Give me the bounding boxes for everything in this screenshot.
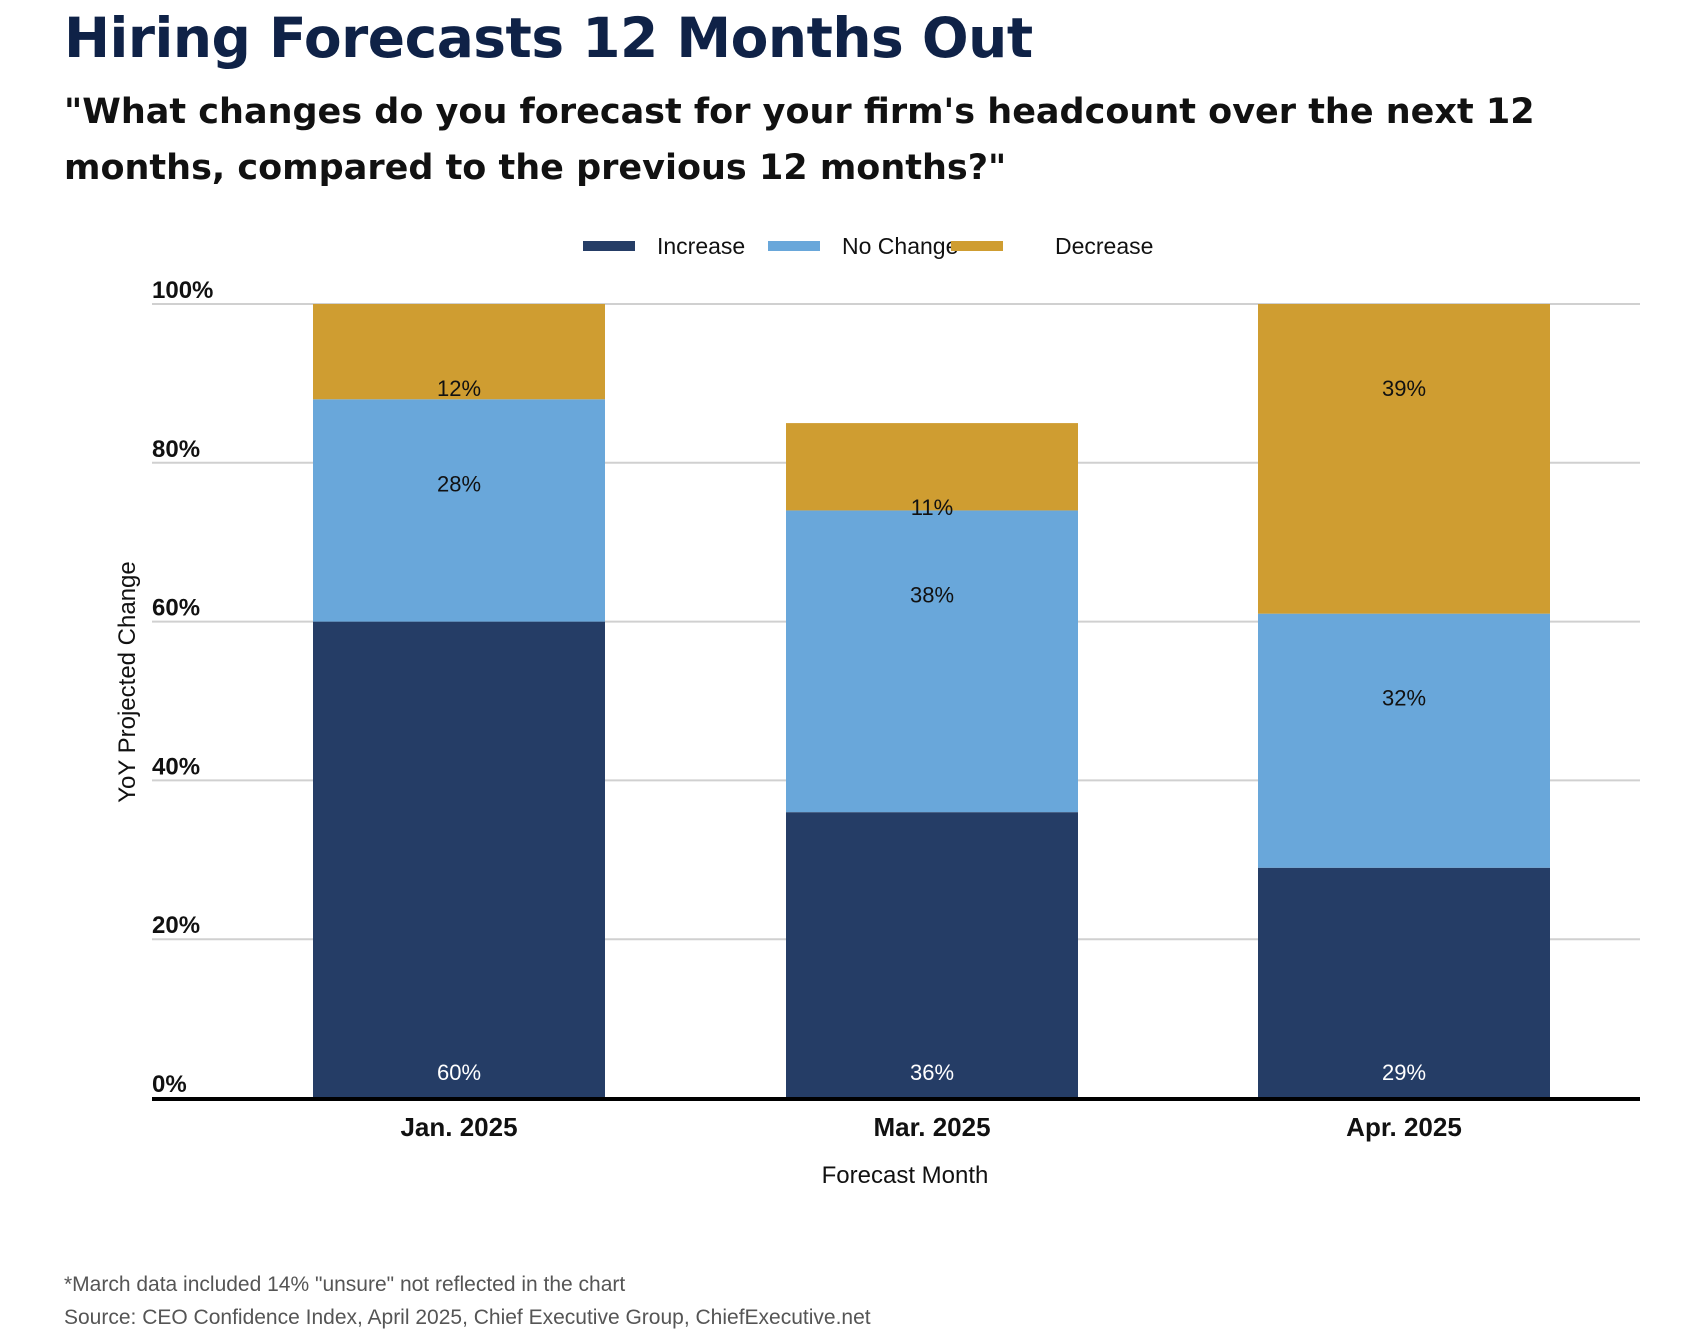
x-tick-label: Mar. 2025 [873,1112,990,1142]
y-tick-label: 0% [152,1071,187,1098]
x-tick-label: Apr. 2025 [1346,1112,1462,1142]
data-label: 38% [910,582,954,607]
bar-segment-no-change [1258,613,1550,868]
data-label: 12% [437,376,481,401]
y-axis-title: YoY Projected Change [114,561,141,803]
chart-subtitle: "What changes do you forecast for your f… [64,92,1535,188]
legend-swatch [583,241,635,251]
source-note: Source: CEO Confidence Index, April 2025… [64,1306,871,1329]
y-tick-label: 80% [152,436,200,463]
y-tick-label: 60% [152,595,200,622]
data-label: 32% [1382,686,1426,711]
bar-segment-decrease [1258,304,1550,614]
legend-swatch [951,241,1003,251]
bar-segment-increase [1258,867,1550,1098]
legend-label: No Change [842,233,958,259]
x-axis-title: Forecast Month [822,1162,989,1189]
data-label: 60% [437,1060,481,1085]
bar-segment-increase [313,621,605,1098]
legend-swatch [768,241,820,251]
data-label: 29% [1382,1060,1426,1085]
data-label: 36% [910,1060,954,1085]
legend-label: Decrease [1055,233,1153,259]
chart-title: Hiring Forecasts 12 Months Out [64,6,1033,70]
data-label: 39% [1382,376,1426,401]
data-label: 28% [437,471,481,496]
bar-segment-increase [786,812,1078,1098]
y-tick-label: 100% [152,277,213,304]
bar-segment-no-change [313,399,605,622]
bar-segment-no-change [786,510,1078,813]
legend-label: Increase [657,233,745,259]
data-label: 11% [911,495,953,520]
footnote: *March data included 14% "unsure" not re… [64,1273,626,1296]
bar-segment-decrease [786,423,1078,511]
bar-segment-decrease [313,304,605,400]
y-tick-label: 20% [152,912,200,939]
x-tick-label: Jan. 2025 [400,1112,517,1142]
y-tick-label: 40% [152,753,200,780]
